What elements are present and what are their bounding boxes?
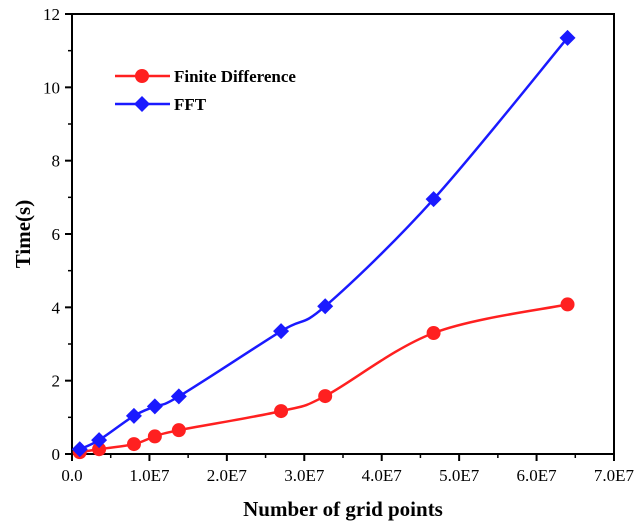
x-axis-title: Number of grid points (243, 497, 443, 521)
data-point-fft (559, 29, 576, 46)
y-tick-label: 4 (52, 298, 61, 317)
data-point-finite-difference (171, 423, 186, 438)
data-point-fft (317, 298, 334, 315)
series-line-fft (79, 37, 569, 451)
y-axis-title: Time(s) (11, 200, 35, 268)
data-point-finite-difference (274, 404, 289, 419)
data-point-finite-difference (147, 429, 162, 444)
y-tick-label: 8 (52, 152, 61, 171)
x-tick-label: 4.0E7 (362, 466, 403, 485)
legend: Finite Difference FFT (115, 67, 296, 114)
legend-marker (135, 69, 149, 83)
data-point-fft (146, 398, 163, 415)
x-tick-label: 5.0E7 (439, 466, 480, 485)
data-point-fft (71, 441, 88, 458)
x-tick-label: 1.0E7 (129, 466, 170, 485)
x-tick-label: 3.0E7 (284, 466, 325, 485)
data-point-fft (273, 323, 290, 340)
data-point-finite-difference (426, 326, 441, 340)
axes: 0.0 1.0E7 2.0E7 3.0E7 4.0E7 5.0E7 6.0E7 7.0E7 0 2… (43, 5, 635, 485)
legend-marker (134, 96, 150, 112)
data-point-fft (170, 388, 187, 405)
data-point-finite-difference (126, 437, 141, 452)
data-point-fft (91, 432, 108, 449)
series-layer (71, 29, 576, 460)
data-point-fft (125, 407, 142, 424)
x-tick-label: 7.0E7 (594, 466, 635, 485)
y-tick-label: 2 (52, 372, 61, 391)
x-tick-label: 0.0 (61, 466, 82, 485)
data-point-fft (425, 191, 442, 208)
legend-item-finite-difference: Finite Difference (115, 67, 296, 86)
y-tick-label: 12 (43, 5, 60, 24)
legend-label: FFT (174, 95, 207, 114)
y-tick-label: 10 (43, 78, 60, 97)
series-fft (71, 29, 576, 458)
y-tick-label: 0 (52, 445, 61, 464)
legend-item-fft: FFT (115, 95, 207, 114)
data-point-finite-difference (92, 442, 107, 457)
x-tick-label: 6.0E7 (517, 466, 558, 485)
series-finite-difference (72, 297, 575, 460)
y-tick-label: 6 (52, 225, 61, 244)
x-tick-label: 2.0E7 (207, 466, 248, 485)
legend-label: Finite Difference (174, 67, 296, 86)
data-point-finite-difference (560, 297, 575, 312)
data-point-finite-difference (318, 389, 333, 404)
